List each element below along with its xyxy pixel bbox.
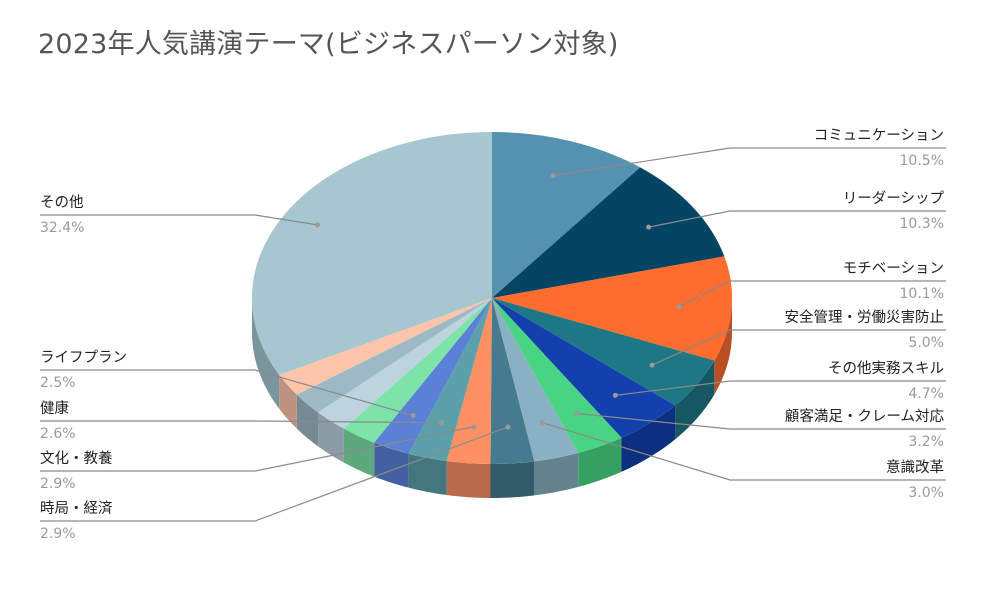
slice-percent: 3.0% bbox=[908, 485, 944, 501]
pie-slice-side bbox=[318, 412, 344, 463]
pie-slice-side bbox=[714, 298, 732, 395]
pie-slice-side bbox=[675, 360, 715, 440]
pie-slice bbox=[279, 298, 492, 395]
slice-percent: 10.5% bbox=[900, 153, 944, 169]
leader-line bbox=[40, 426, 509, 522]
slice-label: 時局・経済 bbox=[40, 500, 113, 517]
slice-label: 意識改革 bbox=[886, 458, 944, 476]
slice-percent: 10.1% bbox=[900, 286, 944, 302]
chart-title: 2023年人気講演テーマ(ビジネスパーソン対象) bbox=[38, 29, 619, 60]
slice-percent: 2.5% bbox=[40, 375, 76, 391]
slice-label: 顧客満足・クレーム対応 bbox=[785, 408, 945, 425]
pie-slice-side bbox=[374, 442, 409, 488]
leader-line bbox=[553, 147, 946, 177]
pie-slice bbox=[251, 131, 492, 375]
leader-line bbox=[40, 214, 318, 226]
leader-dot bbox=[539, 420, 545, 426]
slice-label: モチベーション bbox=[843, 261, 944, 277]
pie-slice-side bbox=[490, 461, 535, 498]
leader-line bbox=[40, 426, 474, 472]
leader-dot bbox=[676, 304, 682, 310]
slice-label: 文化・教養 bbox=[40, 449, 113, 467]
slice-percent: 3.2% bbox=[908, 434, 944, 450]
leader-dot bbox=[550, 173, 556, 179]
pie-slice-side bbox=[446, 461, 491, 498]
pie-slice bbox=[492, 167, 725, 298]
slice-label: 健康 bbox=[40, 400, 69, 417]
pie-slice bbox=[492, 298, 676, 438]
leader-line bbox=[648, 210, 946, 228]
slice-percent: 2.6% bbox=[40, 426, 76, 442]
pie-slice bbox=[374, 298, 492, 454]
pie-slice bbox=[492, 298, 579, 462]
leader-line bbox=[576, 412, 946, 430]
slice-percent: 32.4% bbox=[40, 220, 84, 236]
leader-dot bbox=[649, 362, 655, 368]
leader-dot bbox=[505, 424, 511, 430]
leader-line bbox=[651, 329, 946, 366]
slice-label: ライフプラン bbox=[40, 349, 127, 366]
leader-dot bbox=[439, 420, 445, 426]
slice-percent: 2.9% bbox=[40, 476, 76, 492]
leader-dot bbox=[315, 222, 320, 228]
pie-slice-side bbox=[279, 374, 297, 429]
slice-label: リーダーシップ bbox=[843, 190, 945, 207]
slice-percent: 4.7% bbox=[908, 386, 944, 402]
pie-slice-side bbox=[408, 453, 447, 496]
slice-label: 安全管理・労働災害防止 bbox=[785, 308, 945, 326]
slice-label: コミュニケーション bbox=[814, 127, 944, 144]
pie-slice bbox=[408, 298, 492, 462]
pie-slice bbox=[296, 298, 492, 413]
leader-dot bbox=[574, 411, 580, 416]
leader-dot bbox=[410, 413, 416, 418]
leader-line bbox=[542, 422, 946, 481]
leader-dot bbox=[612, 392, 618, 398]
leader-line bbox=[678, 280, 946, 308]
leader-line bbox=[40, 420, 442, 424]
slice-percent: 5.0% bbox=[908, 335, 944, 351]
pie-slice-side bbox=[343, 428, 375, 477]
leader-dot bbox=[646, 224, 652, 230]
leader-line bbox=[40, 369, 414, 417]
pie-slice bbox=[492, 132, 641, 298]
pie-slice-side bbox=[578, 437, 622, 487]
pie-slice bbox=[446, 298, 492, 464]
pie-slice bbox=[492, 256, 733, 361]
leader-line bbox=[615, 380, 946, 396]
leader-dot bbox=[471, 424, 477, 430]
slice-percent: 2.9% bbox=[40, 526, 76, 542]
pie-slice-side bbox=[252, 298, 280, 409]
slice-percent: 10.3% bbox=[900, 216, 944, 232]
pie-slice-side bbox=[534, 452, 579, 496]
pie-slice bbox=[490, 298, 535, 465]
slice-label: その他実務スキル bbox=[828, 360, 944, 377]
pie-slice bbox=[492, 298, 715, 406]
pie-slice bbox=[318, 298, 492, 429]
slice-label: その他 bbox=[40, 194, 84, 211]
pie-slice-side bbox=[296, 394, 319, 447]
